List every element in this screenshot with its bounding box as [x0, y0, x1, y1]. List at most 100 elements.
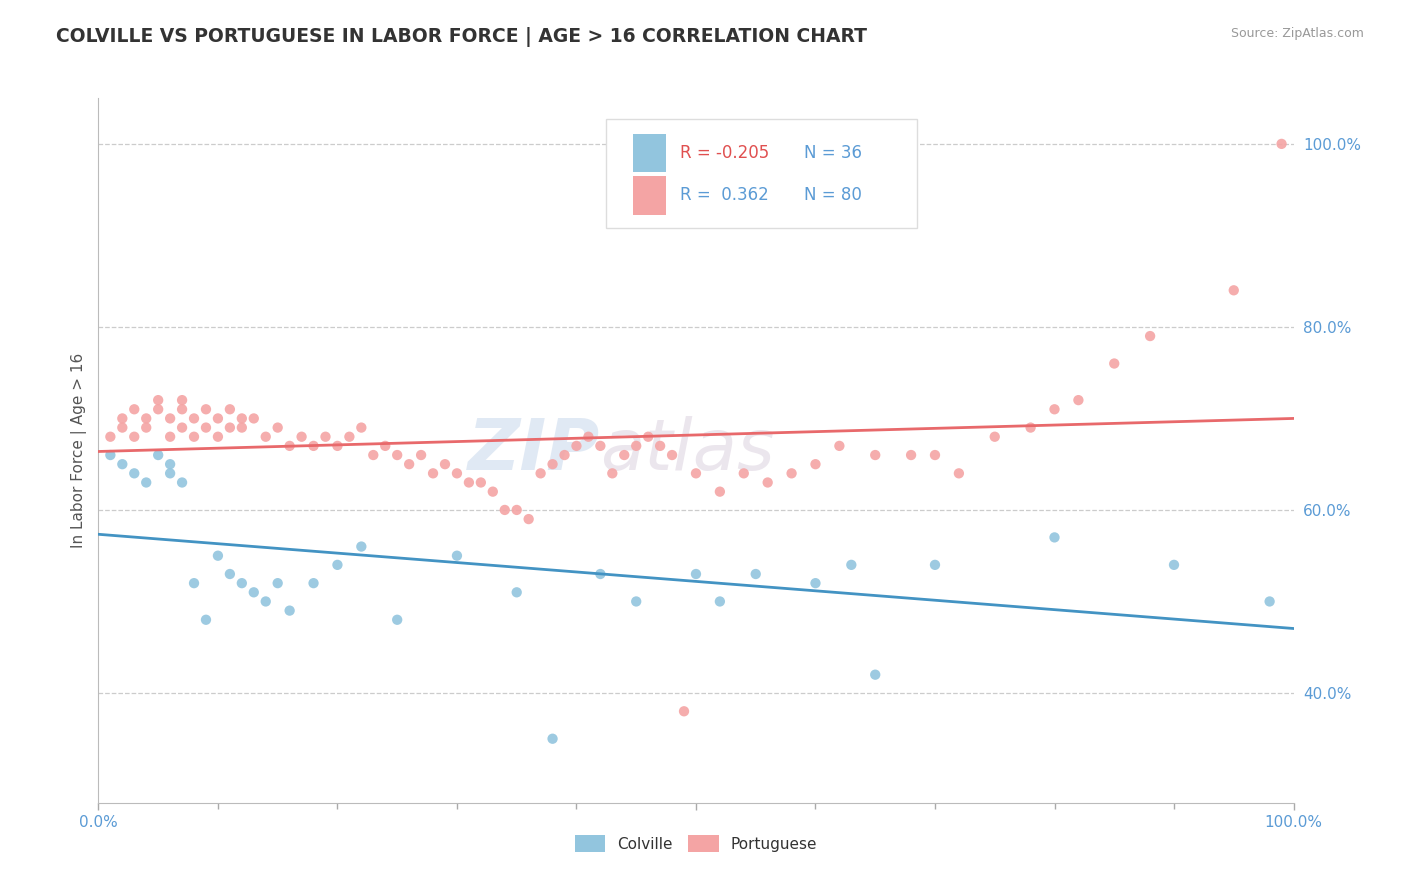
Point — [207, 430, 229, 444]
Point — [637, 430, 659, 444]
Point — [517, 512, 540, 526]
Point — [685, 567, 707, 582]
Point — [589, 439, 612, 453]
Point — [350, 420, 373, 434]
Point — [374, 439, 396, 453]
Point — [709, 484, 731, 499]
Point — [124, 467, 146, 481]
Point — [411, 448, 433, 462]
Point — [124, 402, 146, 417]
Point — [541, 457, 564, 471]
Point — [98, 430, 122, 444]
Point — [385, 613, 409, 627]
Text: R = -0.205: R = -0.205 — [681, 145, 769, 162]
Point — [339, 430, 361, 444]
Point — [804, 576, 827, 591]
Point — [865, 448, 887, 462]
Point — [350, 540, 373, 554]
Point — [458, 475, 481, 490]
Point — [481, 484, 505, 499]
Point — [1104, 357, 1126, 371]
Point — [673, 704, 696, 718]
Point — [231, 411, 253, 425]
Point — [267, 420, 290, 434]
Point — [183, 430, 205, 444]
Point — [219, 420, 242, 434]
Point — [172, 420, 194, 434]
Point — [172, 475, 194, 490]
Point — [183, 411, 205, 425]
Point — [648, 439, 672, 453]
Point — [148, 393, 170, 408]
Point — [207, 549, 229, 563]
Point — [780, 467, 803, 481]
Point — [828, 439, 851, 453]
Point — [254, 594, 277, 608]
Y-axis label: In Labor Force | Age > 16: In Labor Force | Age > 16 — [72, 353, 87, 548]
Point — [924, 448, 946, 462]
Point — [613, 448, 636, 462]
Point — [422, 467, 444, 481]
Point — [111, 420, 134, 434]
Text: Source: ZipAtlas.com: Source: ZipAtlas.com — [1230, 27, 1364, 40]
Point — [291, 430, 314, 444]
Point — [135, 411, 157, 425]
Point — [159, 467, 181, 481]
Point — [1067, 393, 1090, 408]
Point — [578, 430, 600, 444]
Point — [135, 420, 157, 434]
Point — [159, 457, 181, 471]
Point — [984, 430, 1007, 444]
Point — [243, 585, 266, 599]
Point — [446, 549, 468, 563]
Point — [446, 467, 468, 481]
Point — [924, 558, 946, 572]
Point — [541, 731, 564, 746]
Legend: Colville, Portuguese: Colville, Portuguese — [568, 829, 824, 859]
Point — [159, 430, 181, 444]
Text: atlas: atlas — [600, 416, 775, 485]
Point — [530, 467, 553, 481]
Point — [124, 430, 146, 444]
Point — [1223, 283, 1246, 297]
Point — [1163, 558, 1185, 572]
Text: N = 36: N = 36 — [804, 145, 862, 162]
Point — [602, 467, 624, 481]
Point — [278, 439, 301, 453]
Text: ZIP: ZIP — [468, 416, 600, 485]
Point — [148, 402, 170, 417]
Point — [183, 576, 205, 591]
Point — [1258, 594, 1281, 608]
Bar — [633, 176, 666, 215]
Point — [195, 420, 218, 434]
Point — [219, 402, 242, 417]
Text: COLVILLE VS PORTUGUESE IN LABOR FORCE | AGE > 16 CORRELATION CHART: COLVILLE VS PORTUGUESE IN LABOR FORCE | … — [56, 27, 868, 46]
Point — [363, 448, 385, 462]
Point — [709, 594, 731, 608]
Point — [626, 594, 648, 608]
Point — [207, 411, 229, 425]
Point — [195, 402, 218, 417]
Point — [1271, 136, 1294, 151]
Point — [278, 604, 301, 618]
Point — [626, 439, 648, 453]
Point — [315, 430, 337, 444]
Point — [111, 411, 134, 425]
Point — [565, 439, 588, 453]
Point — [111, 457, 134, 471]
Point — [219, 567, 242, 582]
Text: R =  0.362: R = 0.362 — [681, 186, 769, 204]
Point — [148, 448, 170, 462]
Point — [948, 467, 970, 481]
Point — [685, 467, 707, 481]
Point — [1043, 402, 1066, 417]
Point — [231, 420, 253, 434]
Point — [172, 393, 194, 408]
Point — [385, 448, 409, 462]
Point — [326, 558, 349, 572]
Point — [302, 439, 325, 453]
Point — [243, 411, 266, 425]
Bar — [633, 134, 666, 172]
Point — [506, 503, 529, 517]
Text: N = 80: N = 80 — [804, 186, 862, 204]
